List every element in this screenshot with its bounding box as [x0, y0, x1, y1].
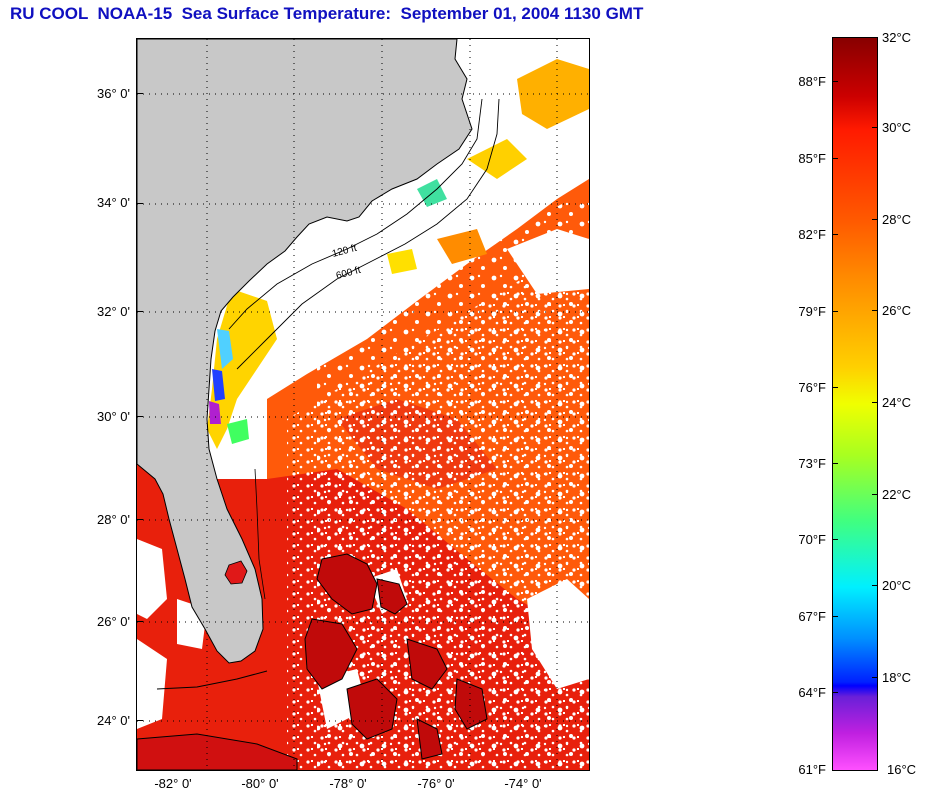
cb-f-label: 73°F	[798, 456, 826, 471]
sst-map-canvas: 120 ft 600 ft	[137, 39, 589, 770]
cb-f-label: 70°F	[798, 532, 826, 547]
cb-f-label: 82°F	[798, 227, 826, 242]
lat-tick	[137, 416, 143, 417]
cb-f-label: 88°F	[798, 74, 826, 89]
cb-tick	[872, 402, 877, 403]
cb-f-label: 79°F	[798, 304, 826, 319]
cb-tick	[833, 539, 838, 540]
cb-tick	[872, 677, 877, 678]
land-us-southeast	[137, 39, 473, 664]
lat-tick	[137, 93, 143, 94]
cb-tick	[872, 127, 877, 128]
cb-c-label: 32°C	[882, 30, 912, 45]
lon-label-74: -74° 0'	[504, 776, 542, 791]
map-title: RU COOL NOAA-15 Sea Surface Temperature:…	[10, 4, 644, 23]
lon-label-78: -78° 0'	[329, 776, 367, 791]
bahamas-islands	[304, 553, 488, 760]
cb-f-label: 61°F	[798, 762, 826, 777]
lake-okeechobee	[224, 560, 248, 585]
lat-tick	[137, 621, 143, 622]
lat-label-28: 28° 0'	[97, 512, 130, 527]
lat-tick	[137, 519, 143, 520]
cb-f-label: 64°F	[798, 685, 826, 700]
lat-tick	[137, 203, 143, 204]
cb-tick	[833, 311, 838, 312]
lat-tick	[137, 720, 143, 721]
cb-tick	[833, 616, 838, 617]
cb-c-label: 24°C	[882, 395, 912, 410]
lon-label-80: -80° 0'	[241, 776, 279, 791]
cb-c-label: 26°C	[882, 303, 912, 318]
lat-label-26: 26° 0'	[97, 614, 130, 629]
cb-tick	[833, 463, 838, 464]
cb-tick	[833, 387, 838, 388]
lat-label-32: 32° 0'	[97, 304, 130, 319]
isobath-120ft	[228, 98, 483, 330]
lat-tick	[137, 311, 143, 312]
sst-map[interactable]: 120 ft 600 ft	[136, 38, 590, 771]
cb-tick	[872, 585, 877, 586]
cb-tick	[833, 234, 838, 235]
lon-label-76: -76° 0'	[417, 776, 455, 791]
lat-label-34: 34° 0'	[97, 195, 130, 210]
cb-c-label: 22°C	[882, 487, 912, 502]
cb-c-label: 30°C	[882, 120, 912, 135]
cb-f-label: 67°F	[798, 609, 826, 624]
lat-label-24: 24° 0'	[97, 713, 130, 728]
cb-f-label: 76°F	[798, 380, 826, 395]
cb-c-label: 20°C	[882, 578, 912, 593]
cb-tick	[833, 81, 838, 82]
cb-tick	[872, 219, 877, 220]
cb-tick	[833, 158, 838, 159]
isobath-600ft	[236, 98, 500, 370]
cb-tick	[872, 310, 877, 311]
cb-tick	[872, 494, 877, 495]
lon-label-82: -82° 0'	[154, 776, 192, 791]
cb-c-label: 16°C	[887, 762, 917, 777]
coastal-cool-band	[207, 289, 277, 449]
cb-c-label: 18°C	[882, 670, 912, 685]
temperature-colorbar	[832, 37, 878, 771]
lat-label-36: 36° 0'	[97, 86, 130, 101]
cb-f-label: 85°F	[798, 151, 826, 166]
cb-c-label: 28°C	[882, 212, 912, 227]
lat-label-30: 30° 0'	[97, 409, 130, 424]
cb-tick	[833, 692, 838, 693]
